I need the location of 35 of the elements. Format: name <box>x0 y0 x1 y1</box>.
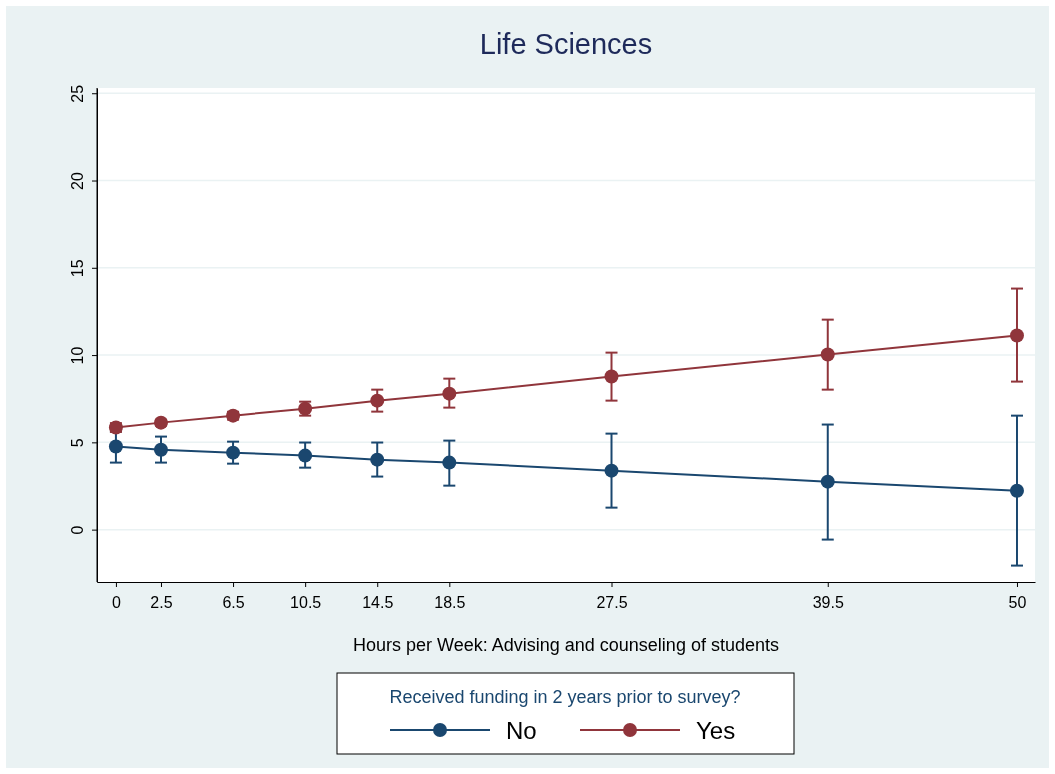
point <box>442 455 457 470</box>
point <box>820 347 835 362</box>
x-axis-title: Hours per Week: Advising and counseling of students <box>353 635 779 655</box>
legend-label: No <box>506 717 537 744</box>
point <box>604 369 619 384</box>
point <box>820 474 835 489</box>
x-tick-label: 6.5 <box>222 593 245 611</box>
point <box>604 463 619 478</box>
chart-title: Life Sciences <box>479 27 653 60</box>
point <box>370 393 385 408</box>
point <box>226 445 241 460</box>
point <box>153 442 168 457</box>
point <box>108 439 123 454</box>
y-tick-label: 5 <box>69 438 86 448</box>
x-tick-label: 0 <box>111 593 121 611</box>
point <box>153 415 168 430</box>
point <box>1009 328 1024 343</box>
x-tick-label: 39.5 <box>812 593 844 611</box>
point <box>1009 483 1024 498</box>
x-tick-label: 14.5 <box>362 593 394 611</box>
y-tick-label: 25 <box>69 84 86 103</box>
legend-label: Yes <box>696 717 736 744</box>
x-tick-label: 50 <box>1008 593 1027 611</box>
point <box>370 452 385 467</box>
point <box>442 386 457 401</box>
y-tick-label: 0 <box>69 525 86 535</box>
x-tick-label: 18.5 <box>434 593 466 611</box>
y-tick-label: 15 <box>69 259 86 278</box>
y-tick-label: 10 <box>69 346 86 365</box>
x-tick-label: 27.5 <box>596 593 628 611</box>
x-tick-label: 10.5 <box>290 593 322 611</box>
point <box>298 448 313 463</box>
legend-title: Received funding in 2 years prior to survey? <box>389 687 741 707</box>
y-tick-label: 20 <box>69 172 86 190</box>
x-tick-label: 2.5 <box>150 593 173 611</box>
